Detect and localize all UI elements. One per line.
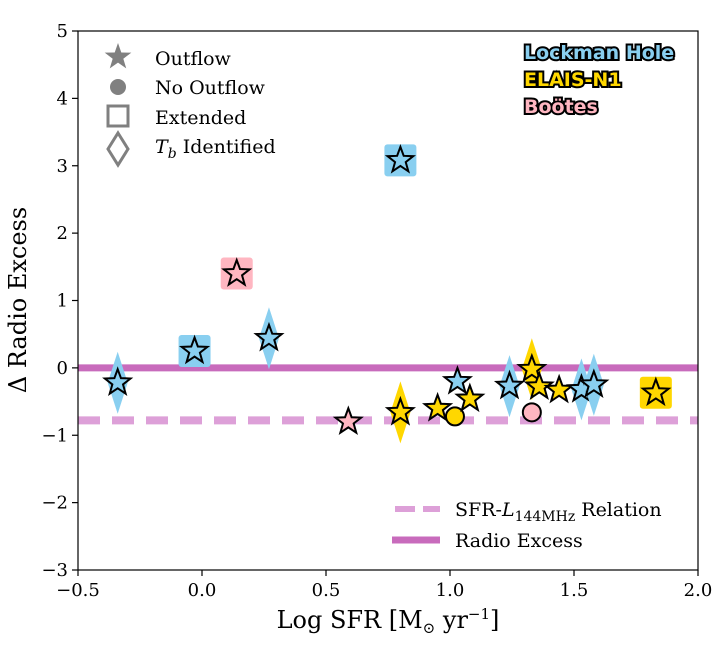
y-tick-label: 0 bbox=[57, 358, 68, 379]
field-label-bootes: Boötes bbox=[524, 96, 598, 118]
data-point bbox=[102, 351, 134, 414]
data-point bbox=[332, 405, 364, 436]
y-tick-label: −3 bbox=[41, 560, 68, 581]
data-point bbox=[178, 334, 211, 368]
x-tick-label: 2.0 bbox=[684, 580, 713, 601]
outflow-star-marker bbox=[578, 368, 610, 398]
x-axis-title-sub: ⊙ bbox=[423, 619, 436, 637]
y-tick-label: −1 bbox=[41, 425, 68, 446]
field-legend: Lockman Hole ELAIS-N1 Boötes bbox=[522, 40, 676, 120]
x-axis-title-unit: yr bbox=[435, 606, 468, 634]
x-axis-title: Log SFR [M⊙ yr−1] bbox=[277, 605, 500, 637]
x-tick-label: 0.5 bbox=[312, 580, 341, 601]
outflow-star-marker bbox=[221, 257, 253, 287]
outflow-star-marker bbox=[493, 369, 526, 400]
data-point bbox=[454, 382, 486, 413]
data-point bbox=[639, 376, 672, 409]
legend-no-outflow-label: No Outflow bbox=[155, 77, 266, 99]
legend-outflow-label: Outflow bbox=[155, 48, 232, 70]
x-tick-label: 0.0 bbox=[188, 580, 217, 601]
data-markers bbox=[102, 143, 672, 444]
data-point bbox=[523, 370, 555, 401]
data-point bbox=[543, 373, 575, 404]
legend-tb-diamond-icon bbox=[106, 130, 130, 168]
y-tick-label: 5 bbox=[57, 21, 68, 42]
field-label-lockman-hole: Lockman Hole bbox=[524, 42, 674, 64]
outflow-star-marker bbox=[332, 405, 364, 436]
outflow-star-marker bbox=[384, 395, 417, 426]
outflow-star-marker bbox=[640, 376, 672, 407]
legend-tb-label: Tb Identified bbox=[155, 136, 276, 162]
x-tick-label: −0.5 bbox=[56, 580, 100, 601]
x-tick-label: 1.0 bbox=[436, 580, 465, 601]
x-axis-title-end: ] bbox=[490, 606, 499, 634]
y-axis-title: Δ Radio Excess bbox=[4, 207, 32, 393]
legend-radio-excess-label: Radio Excess bbox=[455, 530, 583, 552]
legend-relation-label: SFR-L144MHz Relation bbox=[455, 499, 662, 525]
no-outflow-circle-marker bbox=[444, 406, 465, 427]
data-point bbox=[421, 391, 454, 422]
data-point bbox=[384, 381, 417, 444]
outflow-star-marker bbox=[178, 334, 211, 365]
data-point bbox=[444, 406, 465, 427]
data-point bbox=[578, 353, 610, 416]
data-point bbox=[253, 307, 285, 370]
legend-no-outflow-circle-icon bbox=[110, 79, 126, 95]
outflow-star-marker bbox=[441, 364, 474, 395]
y-tick-label: 3 bbox=[57, 156, 68, 177]
y-tick-label: 1 bbox=[57, 291, 68, 312]
field-label-elais-n1: ELAIS-N1 bbox=[524, 69, 622, 91]
outflow-star-marker bbox=[102, 366, 134, 396]
axis-ticks: −0.5 0.0 0.5 1.0 1.5 2.0 −3 −2 −1 0 1 2 3 4 5 bbox=[41, 21, 712, 601]
reference-lines bbox=[78, 364, 698, 425]
outflow-star-marker bbox=[454, 382, 486, 413]
outflow-star-marker bbox=[516, 352, 548, 383]
outflow-star-marker bbox=[543, 373, 575, 404]
outflow-star-marker bbox=[253, 321, 285, 352]
data-point bbox=[493, 355, 526, 418]
data-point bbox=[384, 143, 417, 177]
x-tick-label: 1.5 bbox=[560, 580, 589, 601]
line-legend: SFR-L144MHz Relation Radio Excess bbox=[392, 499, 662, 552]
legend-extended-label: Extended bbox=[155, 107, 246, 129]
outflow-star-marker bbox=[523, 370, 555, 401]
data-point bbox=[441, 364, 474, 395]
legend-extended-square-icon bbox=[106, 104, 130, 128]
legend-outflow-star-icon bbox=[104, 43, 132, 69]
x-axis-title-sup: −1 bbox=[468, 605, 490, 623]
no-outflow-circle-marker bbox=[521, 402, 542, 423]
y-tick-label: −2 bbox=[41, 493, 68, 514]
outflow-star-marker bbox=[421, 391, 454, 422]
y-tick-label: 2 bbox=[57, 223, 68, 244]
outflow-star-marker bbox=[384, 143, 417, 174]
marker-legend: Outflow No Outflow Extended Tb Identifie… bbox=[104, 43, 276, 168]
data-point bbox=[521, 402, 542, 423]
y-tick-label: 4 bbox=[57, 88, 68, 109]
data-point bbox=[220, 257, 253, 290]
